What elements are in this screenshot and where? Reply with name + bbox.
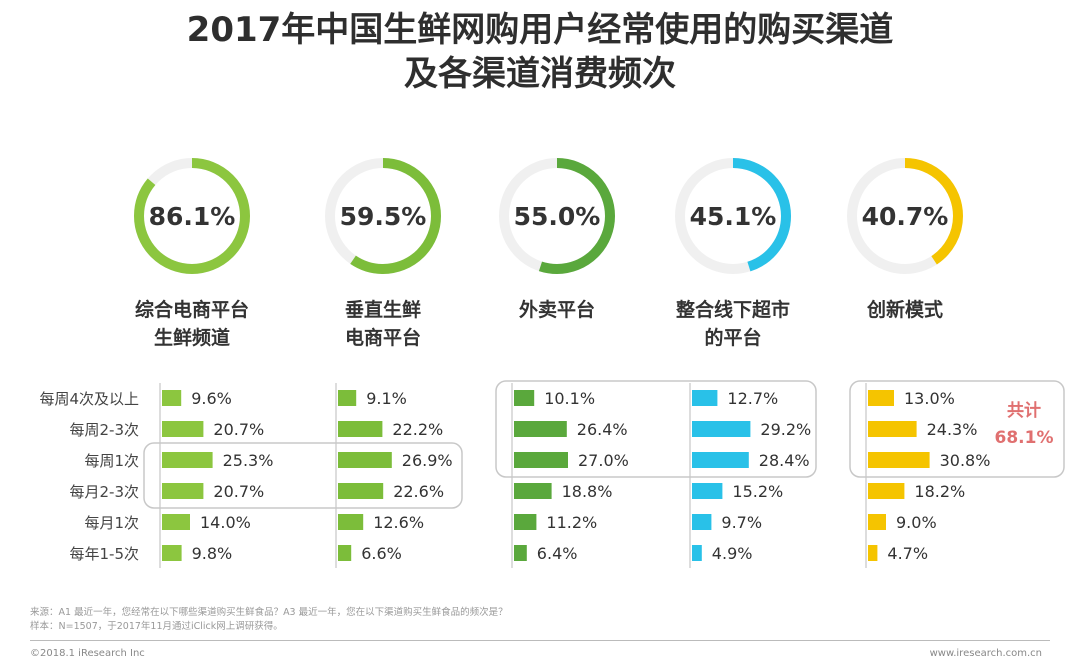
bar-label-s2-r3: 26.9%: [402, 451, 453, 470]
bar-label-s4-r5: 9.7%: [721, 513, 762, 532]
frequency-label-4: 每月2-3次: [70, 483, 140, 501]
bar-s5-r4: [868, 483, 905, 499]
channel-label-5-1: 创新模式: [866, 298, 943, 321]
bar-s5-r3: [868, 452, 930, 468]
bar-s5-r1: [868, 390, 894, 406]
channel-label-1-1: 综合电商平台: [135, 298, 249, 321]
bar-s1-r6: [162, 545, 182, 561]
copyright: ©2018.1 iResearch Inc: [30, 648, 145, 659]
ring-value-5: 40.7%: [862, 202, 949, 231]
ring-value-1: 86.1%: [149, 202, 236, 231]
highlight-frame-3: [849, 380, 1065, 478]
frequency-label-6: 每年1-5次: [70, 545, 140, 563]
bar-s4-r1: [692, 390, 718, 406]
bar-label-s1-r3: 25.3%: [223, 451, 274, 470]
bar-label-s5-r5: 9.0%: [896, 513, 937, 532]
channel-label-2-1: 垂直生鲜: [345, 298, 421, 321]
frequency-label-1: 每周4次及以上: [39, 390, 139, 408]
bar-s4-r3: [692, 452, 749, 468]
bar-label-s2-r5: 12.6%: [373, 513, 424, 532]
ring-value-2: 59.5%: [340, 202, 427, 231]
ring-arc-1: [134, 158, 250, 274]
bar-s2-r4: [338, 483, 384, 499]
bar-label-s3-r3: 27.0%: [578, 451, 629, 470]
bar-label-s1-r6: 9.8%: [192, 544, 233, 563]
bar-s2-r1: [338, 390, 357, 406]
bar-label-s1-r1: 9.6%: [191, 389, 232, 408]
bar-label-s3-r6: 6.4%: [537, 544, 578, 563]
channel-label-2-2: 电商平台: [345, 326, 421, 349]
bar-label-s4-r2: 29.2%: [760, 420, 811, 439]
sample-note: 样本：N=1507，于2017年11月通过iClick网上调研获得。: [30, 621, 283, 632]
bar-label-s3-r1: 10.1%: [544, 389, 595, 408]
bar-s3-r5: [514, 514, 537, 530]
bar-label-s2-r4: 22.6%: [393, 482, 444, 501]
bar-label-s5-r4: 18.2%: [914, 482, 965, 501]
bar-label-s5-r1: 13.0%: [904, 389, 955, 408]
bar-s1-r3: [162, 452, 213, 468]
frequency-label-5: 每月1次: [84, 514, 139, 532]
bar-s2-r6: [338, 545, 352, 561]
channel-label-3-1: 外卖平台: [519, 298, 595, 321]
bar-label-s1-r2: 20.7%: [213, 420, 264, 439]
bar-s3-r3: [514, 452, 568, 468]
bar-s2-r3: [338, 452, 392, 468]
website-link[interactable]: www.iresearch.com.cn: [929, 648, 1042, 659]
bar-s3-r1: [514, 390, 535, 406]
ring-value-4: 45.1%: [690, 202, 777, 231]
bar-label-s4-r1: 12.7%: [727, 389, 778, 408]
bar-s4-r5: [692, 514, 712, 530]
bar-s3-r4: [514, 483, 552, 499]
bar-label-s3-r2: 26.4%: [577, 420, 628, 439]
bar-label-s2-r6: 6.6%: [361, 544, 402, 563]
bar-label-s2-r1: 9.1%: [366, 389, 407, 408]
channel-label-4-2: 的平台: [704, 326, 761, 349]
ring-arc-4: [675, 158, 791, 274]
bar-s4-r4: [692, 483, 723, 499]
frequency-label-2: 每周2-3次: [70, 421, 140, 439]
bar-s1-r2: [162, 421, 204, 437]
bar-s2-r2: [338, 421, 383, 437]
bar-s2-r5: [338, 514, 364, 530]
source-note: 来源：A1 最近一年，您经常在以下哪些渠道购买生鲜食品？A3 最近一年，您在以下…: [30, 607, 508, 618]
ring-arc-5: [847, 158, 963, 274]
chart-title: 2017年中国生鲜网购用户经常使用的购买渠道 及各渠道消费频次: [0, 8, 1080, 96]
channel-label-1-2: 生鲜频道: [154, 326, 230, 349]
bar-label-s5-r3: 30.8%: [940, 451, 991, 470]
bar-s5-r6: [868, 545, 878, 561]
bar-s4-r6: [692, 545, 702, 561]
bar-s1-r5: [162, 514, 190, 530]
bar-label-s1-r4: 20.7%: [213, 482, 264, 501]
bar-s1-r1: [162, 390, 182, 406]
bar-label-s3-r5: 11.2%: [546, 513, 597, 532]
ring-arc-3: [499, 158, 615, 274]
bar-label-s2-r2: 22.2%: [392, 420, 443, 439]
bar-label-s5-r2: 24.3%: [927, 420, 978, 439]
bar-label-s4-r4: 15.2%: [732, 482, 783, 501]
channel-label-4-1: 整合线下超市: [676, 298, 790, 321]
bar-s4-r2: [692, 421, 751, 437]
highlight-frame-2: [495, 380, 817, 478]
chart-title-line-2: 及各渠道消费频次: [404, 54, 676, 94]
bar-s3-r2: [514, 421, 567, 437]
bar-label-s1-r5: 14.0%: [200, 513, 251, 532]
total-annotation-value: 68.1%: [995, 428, 1054, 448]
bar-label-s3-r4: 18.8%: [562, 482, 613, 501]
bar-s1-r4: [162, 483, 204, 499]
ring-value-3: 55.0%: [514, 202, 601, 231]
bar-label-s4-r3: 28.4%: [759, 451, 810, 470]
chart-title-line-1: 2017年中国生鲜网购用户经常使用的购买渠道: [186, 10, 894, 50]
bar-s5-r2: [868, 421, 917, 437]
footer-notes: 来源：A1 最近一年，您经常在以下哪些渠道购买生鲜食品？A3 最近一年，您在以下…: [30, 606, 508, 634]
highlight-frame-1: [143, 442, 463, 509]
bar-label-s5-r6: 4.7%: [887, 544, 928, 563]
frequency-label-3: 每周1次: [84, 452, 139, 470]
bar-s5-r5: [868, 514, 886, 530]
bar-s3-r6: [514, 545, 527, 561]
footer-divider: [30, 640, 1050, 641]
total-annotation-label: 共计: [1007, 400, 1041, 421]
bar-label-s4-r6: 4.9%: [712, 544, 753, 563]
ring-arc-2: [325, 158, 441, 274]
